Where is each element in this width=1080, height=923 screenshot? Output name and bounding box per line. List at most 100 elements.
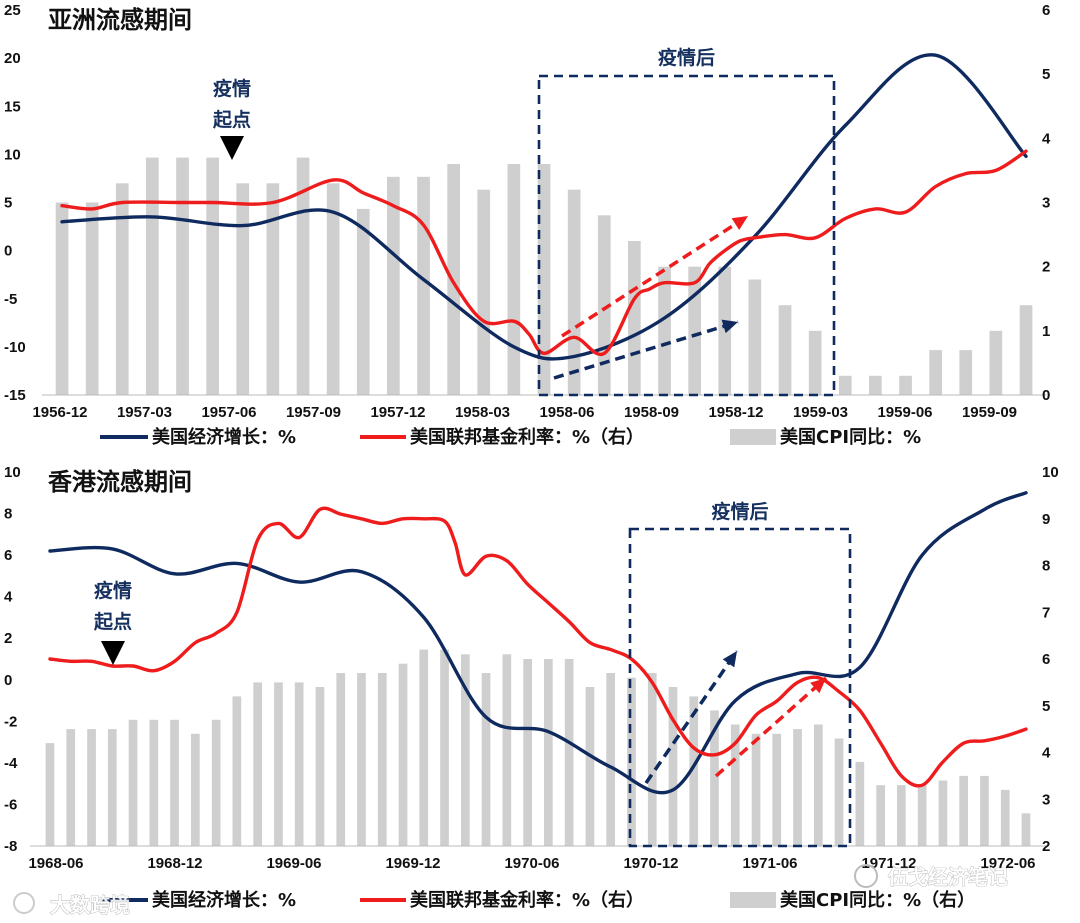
x-tick-label: 1968-06 [28,855,83,872]
cpi-bar [897,785,906,846]
x-tick-label: 1959-06 [877,404,932,421]
epidemic-start-label-2: 起点 [212,109,251,131]
cpi-bar [838,375,852,396]
cpi-bar [115,183,129,395]
cpi-bar [929,350,942,395]
cpi-bar [938,780,948,846]
cpi-bar [959,350,973,395]
y-left-tick-label: 10 [4,146,21,163]
cpi-bar [1019,305,1033,395]
cpi-bar [253,682,262,846]
x-tick-label: 1957-09 [286,404,341,421]
cpi-bar [461,654,470,846]
x-tick-label: 1959-09 [962,404,1017,421]
x-tick-label: 1970-06 [504,855,559,872]
cpi-bar [959,775,968,846]
cpi-bar [980,775,989,846]
y-left-tick-label: 0 [4,672,12,689]
chart-title: 香港流感期间 [48,468,192,496]
wechat-icon [854,864,878,888]
x-tick-label: 1958-06 [539,404,594,421]
y-left-tick-label: -4 [4,755,18,772]
cpi-bar [87,729,96,846]
cpi-bar [564,659,574,846]
y-right-tick-label: 2 [1042,838,1050,855]
y-right-tick-label: 3 [1042,195,1050,212]
y-right-tick-label: 6 [1042,2,1050,19]
cpi-bar [793,729,802,846]
legend-cpi-swatch [730,892,776,908]
cpi-bar [628,241,641,395]
x-tick-label: 1957-06 [201,404,256,421]
logo-icon [13,892,35,914]
ffr-trend-arrow [714,676,828,778]
cpi-bar [834,738,844,846]
cpi-bar [917,785,927,846]
cpi-bar [85,202,99,395]
y-left-tick-label: 2 [4,630,12,647]
x-tick-label: 1971-06 [742,855,797,872]
cpi-bar [45,743,55,846]
cpi-bar [989,330,1003,395]
y-right-tick-label: 8 [1042,558,1050,575]
cpi-bar [772,733,782,846]
legend: 美国经济增长：% 美国联邦基金利率：%（右） 美国CPI同比：%（右） [100,889,975,911]
epidemic-start-label-2: 起点 [93,611,132,633]
chart-panel-2: 10 8 6 4 2 0 -2 -4 -6 -8 10 9 8 7 6 5 4 3 2 1968-06 1968-12 1… [4,464,1059,911]
cpi-bar [266,183,280,395]
cpi-bar [336,673,346,846]
gdp-line [60,53,1028,361]
cpi-bar [419,649,429,846]
y-left-tick-label: 8 [4,506,12,523]
x-tick-label: 1969-12 [385,855,440,872]
cpi-bar [176,157,189,395]
x-tick-label: 1957-03 [117,404,172,421]
cpi-bar [778,305,792,395]
cpi-bar [356,208,370,395]
y-right-tick-label: 4 [1042,745,1051,762]
cpi-bar [585,687,595,846]
cpi-bar [748,279,762,395]
cpi-bar [606,673,615,846]
legend-ffr-label: 美国联邦基金利率：%（右） [410,426,644,448]
legend-ffr-label: 美国联邦基金利率：%（右） [410,889,644,911]
x-tick-label: 1958-09 [624,404,679,421]
post-epidemic-label: 疫情后 [711,500,768,523]
legend: 美国经济增长：% 美国联邦基金利率：%（右） 美国CPI同比：% [100,426,921,448]
y-left-tick-label: -6 [4,796,17,813]
epidemic-start-marker [220,136,244,160]
cpi-bar [647,673,657,846]
epidemic-start-label: 疫情 [94,579,132,602]
post-epidemic-box [628,527,852,848]
cpi-bar [502,654,512,846]
cpi-bar [107,729,117,846]
cpi-bar [730,724,740,846]
ffr-line [60,149,1028,357]
y-left-tick-label: 0 [4,243,12,260]
y-right-tick-label: 9 [1042,511,1050,528]
y-right-tick-label: 7 [1042,604,1050,621]
cpi-bar [417,176,430,395]
x-tick-label: 1972-06 [980,855,1035,872]
cpi-bar [170,719,179,846]
y-right-tick-label: 4 [1042,130,1051,147]
x-tick-label: 1970-12 [623,855,678,872]
cpi-bar [507,164,521,395]
x-tick-label: 1958-03 [455,404,510,421]
y-right-tick-label: 10 [1042,464,1059,481]
cpi-bar [357,673,366,846]
cpi-bar [149,719,159,846]
cpi-bar [236,183,250,395]
cpi-bar [808,330,822,395]
cpi-bar [206,157,219,395]
cpi-bar [211,719,221,846]
cpi-bar [1000,789,1010,846]
epidemic-start-marker [101,641,125,665]
cpi-bar [710,710,719,846]
x-tick-label: 1968-12 [147,855,202,872]
gdp-trend-arrow [553,320,739,380]
gdp-line [48,491,1028,795]
cpi-bar [688,266,701,395]
